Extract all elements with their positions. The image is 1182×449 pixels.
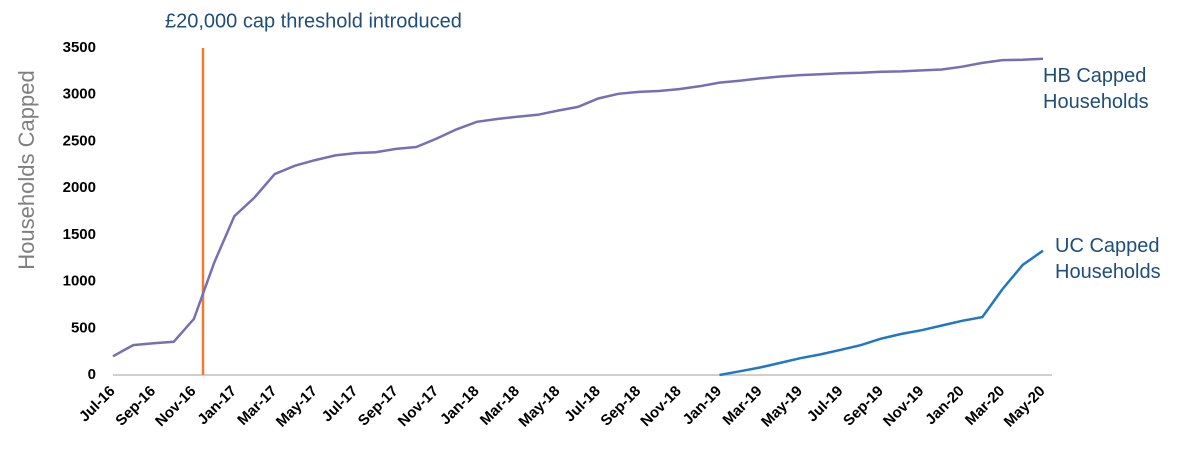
series-label: HB Capped Households — [1043, 65, 1149, 113]
y-tick-label: 3500 — [63, 39, 96, 56]
x-tick-label: Sep-19 — [840, 383, 887, 430]
y-tick-label: 500 — [71, 319, 96, 336]
x-tick-label: Jul-18 — [561, 383, 604, 426]
x-tick-label: Jan-20 — [922, 383, 968, 429]
series-label: UC Capped Households — [1055, 235, 1161, 283]
y-tick-label: 1000 — [63, 273, 96, 290]
y-axis-label: Households Capped — [14, 70, 39, 269]
x-tick-label: Jan-18 — [437, 383, 483, 429]
x-tick-label: Jul-17 — [319, 383, 362, 426]
x-tick-label: Nov-18 — [637, 383, 684, 430]
x-tick-label: Mar-18 — [477, 383, 523, 429]
x-tick-label: Jan-19 — [680, 383, 726, 429]
y-tick-label: 2000 — [63, 179, 96, 196]
x-tick-label: Mar-19 — [719, 383, 765, 429]
x-tick-label: May-19 — [758, 383, 806, 431]
x-tick-label: Nov-16 — [152, 383, 199, 430]
series-line — [719, 249, 1044, 377]
x-tick-label: Jul-16 — [76, 383, 119, 426]
y-tick-label: 1500 — [63, 226, 96, 243]
y-tick-label: 2500 — [63, 132, 96, 149]
x-tick-label: Sep-17 — [355, 383, 402, 430]
x-tick-label: Sep-16 — [112, 383, 159, 430]
x-tick-label: Nov-17 — [395, 383, 442, 430]
x-tick-label: Jul-19 — [804, 383, 847, 426]
x-tick-label: May-18 — [515, 383, 563, 431]
x-tick-label: Sep-18 — [597, 383, 644, 430]
y-tick-label: 0 — [88, 366, 96, 383]
series-line — [112, 57, 1044, 358]
annotation: £20,000 cap threshold introduced — [165, 10, 462, 32]
x-tick-label: Jan-17 — [194, 383, 240, 429]
x-tick-label: May-17 — [273, 383, 321, 431]
x-tick-label: Mar-17 — [234, 383, 280, 429]
x-tick-label: May-20 — [1001, 383, 1049, 431]
x-tick-label: Nov-19 — [880, 383, 927, 430]
x-tick-label: Mar-20 — [962, 383, 1008, 429]
y-tick-label: 3000 — [63, 86, 96, 103]
